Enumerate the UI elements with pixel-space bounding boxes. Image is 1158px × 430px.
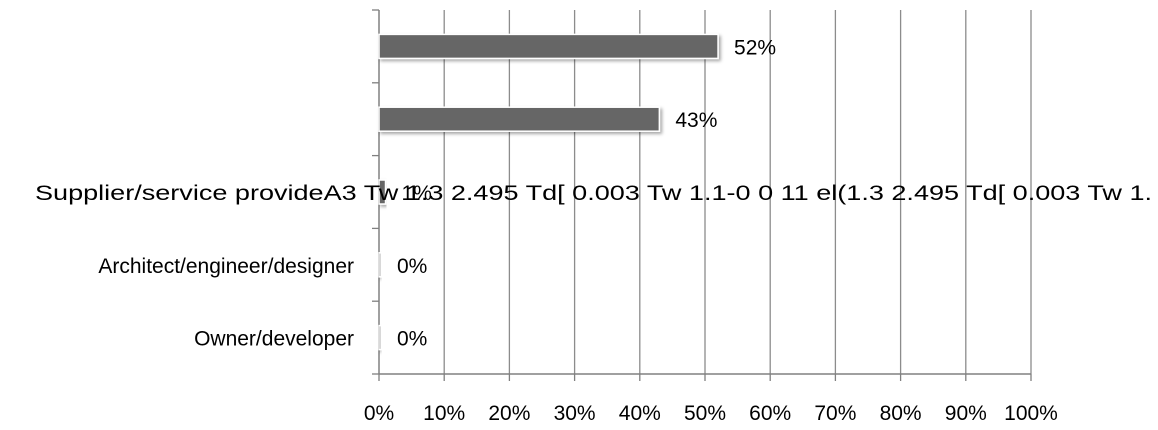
x-tick-label: 50% xyxy=(684,402,726,425)
x-tick-label: 80% xyxy=(880,402,922,425)
x-tick-label: 100% xyxy=(1004,402,1058,425)
x-tick-label: 30% xyxy=(554,402,596,425)
x-tick-label: 0% xyxy=(364,402,394,425)
bar xyxy=(378,252,382,278)
x-tick-label: 70% xyxy=(814,402,856,425)
bars xyxy=(378,33,719,351)
x-tick-label: 20% xyxy=(488,402,530,425)
data-label: 0% xyxy=(397,255,427,278)
data-label: 52% xyxy=(734,36,776,59)
data-label: 0% xyxy=(397,328,427,351)
data-label: 43% xyxy=(675,109,717,132)
category-label: Owner/developer xyxy=(194,328,354,351)
labels: 0% 10% 20% 30% 40% 50% 60% 70% 80% 90% 100% 52% 43% 1… xyxy=(35,36,1152,425)
bar xyxy=(378,106,661,132)
x-tick-label: 10% xyxy=(423,402,465,425)
category-label: Architect/engineer/designer xyxy=(98,255,354,278)
bar xyxy=(378,179,387,205)
data-label: 1% xyxy=(402,182,432,205)
x-tick-label: 90% xyxy=(945,402,987,425)
x-tick-label: 60% xyxy=(749,402,791,425)
category-label: Supplier/service provideA3 Tw 1.3 2.495 … xyxy=(35,182,1152,205)
gridlines xyxy=(443,10,1032,374)
x-tick-label: 40% xyxy=(619,402,661,425)
bar xyxy=(378,324,382,351)
bar xyxy=(378,33,719,60)
